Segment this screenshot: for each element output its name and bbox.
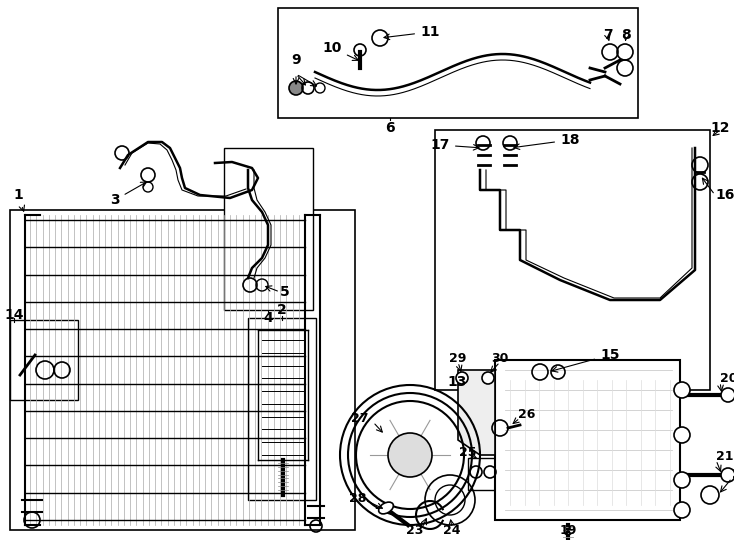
Bar [278, 8, 638, 118]
Text: 5: 5 [280, 285, 290, 299]
Text: 30: 30 [491, 352, 509, 365]
Text: 25: 25 [459, 446, 477, 458]
Bar [435, 130, 710, 390]
Text: 11: 11 [384, 25, 440, 39]
Bar [495, 360, 680, 520]
Circle shape [289, 81, 303, 95]
Text: 21: 21 [716, 449, 733, 462]
Text: 28: 28 [349, 491, 367, 504]
Text: 27: 27 [351, 411, 368, 424]
Bar [468, 458, 498, 490]
Text: 8: 8 [621, 28, 631, 42]
Circle shape [388, 433, 432, 477]
Text: 17: 17 [431, 138, 479, 152]
Polygon shape [458, 370, 495, 455]
Text: 7: 7 [603, 28, 613, 42]
Circle shape [482, 372, 494, 384]
Text: 16: 16 [715, 188, 734, 202]
Bar [248, 318, 316, 500]
Bar [10, 320, 78, 400]
Circle shape [674, 382, 690, 398]
Text: 15: 15 [552, 348, 619, 372]
Circle shape [674, 502, 690, 518]
Text: 9: 9 [291, 53, 301, 67]
Text: 24: 24 [443, 523, 461, 537]
Text: 20: 20 [720, 372, 734, 384]
Text: 18: 18 [514, 133, 580, 150]
Text: 10: 10 [323, 41, 358, 60]
Circle shape [674, 427, 690, 443]
Text: 19: 19 [559, 523, 577, 537]
Text: 13: 13 [447, 375, 466, 389]
Text: 1: 1 [13, 188, 24, 211]
Text: 29: 29 [449, 352, 467, 365]
Text: 23: 23 [407, 523, 424, 537]
Text: 3: 3 [110, 182, 147, 207]
Circle shape [456, 372, 468, 384]
Circle shape [674, 472, 690, 488]
Ellipse shape [379, 502, 393, 514]
Text: 2: 2 [277, 303, 287, 317]
Circle shape [721, 388, 734, 402]
Text: 4: 4 [263, 311, 273, 325]
Circle shape [701, 486, 719, 504]
Text: 12: 12 [711, 121, 730, 135]
Bar [10, 210, 355, 530]
Text: 26: 26 [518, 408, 535, 422]
Text: 14: 14 [4, 308, 23, 322]
Bar [224, 148, 313, 310]
Text: 6: 6 [385, 121, 395, 135]
Text: 22: 22 [732, 469, 734, 482]
Circle shape [721, 468, 734, 482]
